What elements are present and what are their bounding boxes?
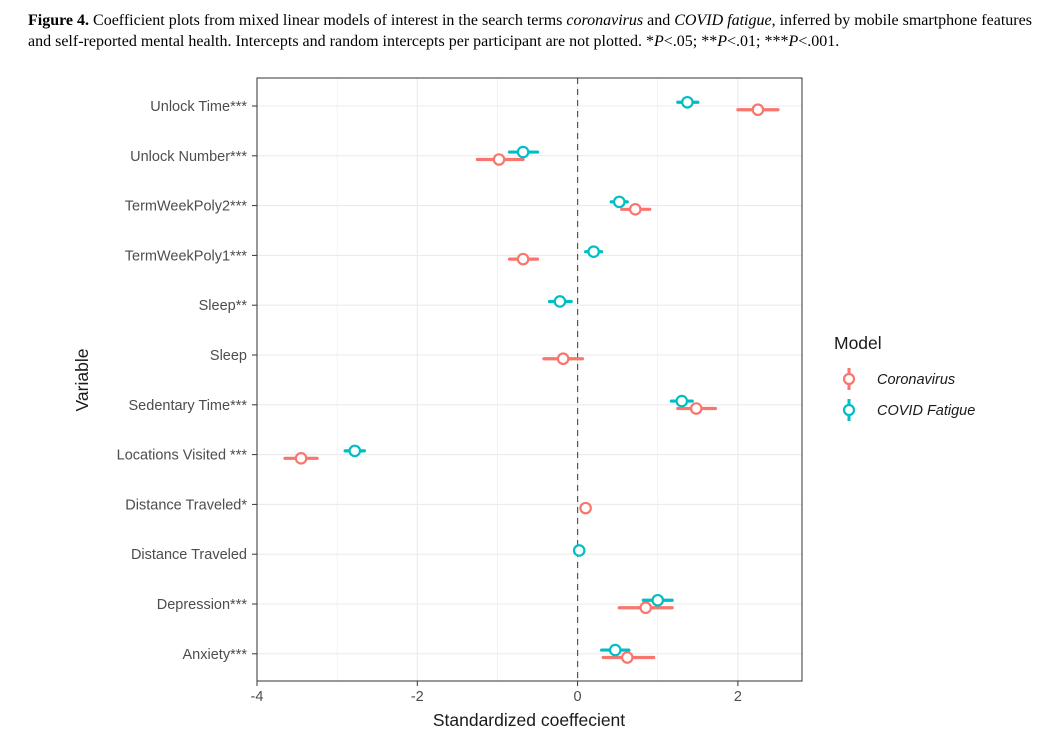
caption-fragment: <.05; ** <box>663 33 718 50</box>
caption-fragment: P <box>717 33 728 50</box>
caption-fragment: and <box>643 12 675 29</box>
caption-fragment: P <box>788 33 799 50</box>
caption-fragment: COVID fatigue <box>674 12 772 29</box>
y-tick-label: Unlock Time*** <box>150 99 247 115</box>
y-tick-label: Sleep** <box>199 298 248 314</box>
covid-fatigue-point <box>553 295 567 308</box>
y-tick-label: Sedentary Time*** <box>129 398 248 414</box>
x-tick-label: 2 <box>734 689 742 705</box>
covid-fatigue-point <box>675 394 689 408</box>
caption-fragment: <.01; *** <box>727 33 789 50</box>
y-tick-label: Locations Visited *** <box>117 448 248 464</box>
y-tick-label: Distance Traveled* <box>125 497 247 513</box>
covid-fatigue-point <box>516 145 530 159</box>
x-axis-title: Standardized coeffecient <box>433 710 625 730</box>
y-tick-label: Anxiety*** <box>183 647 248 663</box>
coronavirus-point <box>751 103 765 117</box>
caption-fragment: coronavirus <box>566 12 644 29</box>
covid-fatigue-legend-label: COVID Fatigue <box>877 403 975 419</box>
y-axis-title: Variable <box>72 349 92 412</box>
coronavirus-point <box>579 501 592 515</box>
caption-fragment: , inferred by mobile smartphone features… <box>28 12 1032 50</box>
caption-fragment: Coefficient plots from mixed linear mode… <box>89 12 567 29</box>
covid-fatigue-point <box>572 544 586 557</box>
y-axis: Unlock Time*** Unlock Number*** TermWeekPo… <box>117 99 257 663</box>
covid-fatigue-point <box>348 444 362 458</box>
y-tick-label: TermWeekPoly1*** <box>125 248 248 264</box>
legend: Model Coronavirus COVID Fatigue <box>834 333 975 421</box>
figure-caption: Figure 4. Coefficient plots from mixed l… <box>28 10 1038 52</box>
coronavirus-point <box>689 402 703 415</box>
legend-title: Model <box>834 333 882 353</box>
caption-text: Coefficient plots from mixed linear mode… <box>28 12 1032 50</box>
coronavirus-point <box>516 252 530 266</box>
data-marks <box>283 95 780 664</box>
coronavirus-point <box>556 352 570 366</box>
y-tick-label: Depression*** <box>157 597 248 613</box>
x-tick-label: -4 <box>251 689 264 705</box>
panel-border <box>256 77 803 682</box>
caption-fragment: <.001. <box>798 33 840 50</box>
covid-fatigue-point <box>681 95 694 109</box>
y-tick-label: Distance Traveled <box>131 547 247 563</box>
caption-fragment: P <box>653 33 664 50</box>
covid-fatigue-point <box>651 593 665 607</box>
covid-fatigue-legend-point <box>842 403 856 417</box>
y-tick-label: Unlock Number*** <box>130 149 247 165</box>
x-tick-label: -2 <box>411 689 424 705</box>
coronavirus-point <box>492 153 506 166</box>
coronavirus-point <box>620 651 634 664</box>
coronavirus-legend-point <box>842 372 856 386</box>
covid-fatigue-point <box>587 245 600 258</box>
panel-background <box>257 78 802 681</box>
coronavirus-point <box>628 203 642 216</box>
x-axis: -4 -2 0 2 <box>251 681 742 705</box>
coronavirus-point <box>639 601 653 615</box>
covid-fatigue-point <box>608 643 622 657</box>
x-tick-label: 0 <box>574 689 582 705</box>
y-tick-label: Sleep <box>210 348 247 364</box>
coronavirus-legend-label: Coronavirus <box>877 372 955 388</box>
y-tick-label: TermWeekPoly2*** <box>125 199 248 215</box>
figure-label: Figure 4. <box>28 12 90 29</box>
coronavirus-point <box>294 452 308 465</box>
covid-fatigue-point <box>612 195 626 209</box>
